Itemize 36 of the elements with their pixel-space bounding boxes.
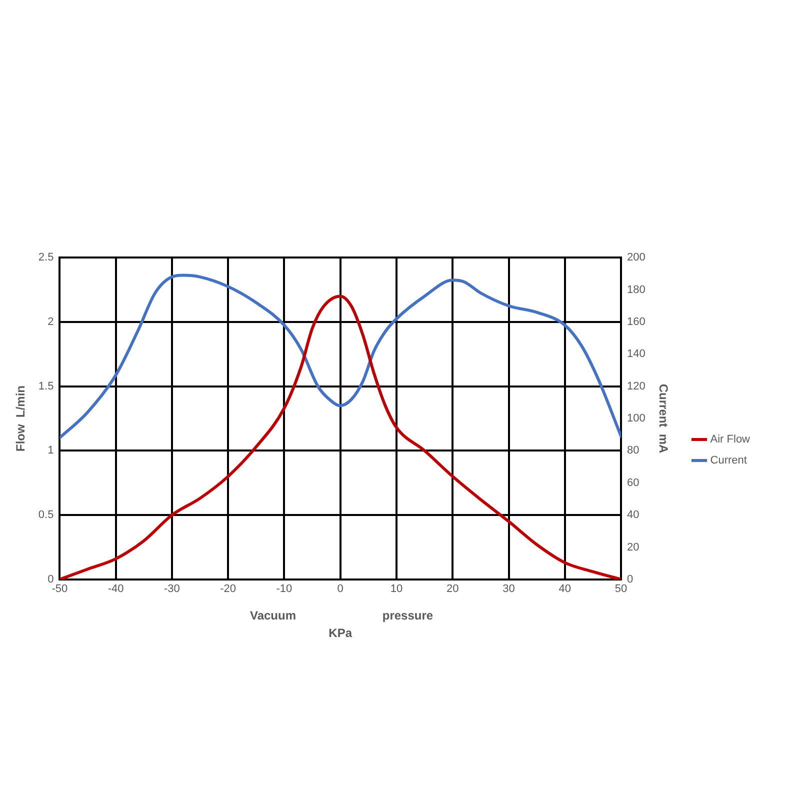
- x-tick-label: 50: [614, 583, 628, 596]
- x-tick-label: 0: [337, 583, 344, 596]
- x-tick-label: -50: [52, 583, 68, 596]
- y2-tick-label: 120: [627, 380, 646, 392]
- x-tick-label: 20: [446, 583, 459, 596]
- y2-tick-label: 140: [627, 348, 646, 360]
- y2-tick-label: 160: [627, 316, 646, 328]
- y-tick-label: 1: [48, 444, 54, 457]
- legend-label: Air Flow: [710, 434, 750, 446]
- text: pressure: [382, 608, 434, 622]
- y-tick-label: 0: [48, 573, 54, 586]
- x-tick-label: -20: [220, 583, 236, 596]
- y-tick-label: 2.5: [38, 252, 54, 264]
- x-tick-label: 40: [558, 583, 572, 596]
- y2-tick-label: 60: [627, 476, 640, 489]
- x-tick-label: -30: [164, 583, 180, 596]
- y-tick-label: 1.5: [38, 380, 54, 392]
- text: Vacuum: [250, 608, 296, 622]
- x-tick-label: 30: [502, 583, 515, 596]
- x-tick-label: -40: [108, 583, 124, 596]
- y2-tick-label: 20: [627, 541, 640, 554]
- y2-tick-label: 40: [627, 509, 640, 522]
- y2-tick-label: 200: [627, 252, 646, 264]
- x-tick-label: 10: [390, 583, 403, 596]
- x-axis-title: KPa: [328, 626, 352, 640]
- legend-label: Current: [710, 454, 747, 467]
- y2-tick-label: 80: [627, 444, 640, 457]
- line-series: [60, 274, 622, 440]
- y-tick-label: 0.5: [38, 509, 54, 522]
- y2-tick-label: 0: [627, 573, 634, 586]
- x-tick-label: -10: [276, 583, 292, 596]
- y-tick-label: 2: [48, 316, 54, 328]
- y2-tick-label: 100: [627, 412, 646, 425]
- y2-axis-title: Current mA: [656, 384, 670, 454]
- y-axis-title: Flow L/min: [14, 386, 28, 452]
- y2-tick-label: 180: [627, 284, 646, 296]
